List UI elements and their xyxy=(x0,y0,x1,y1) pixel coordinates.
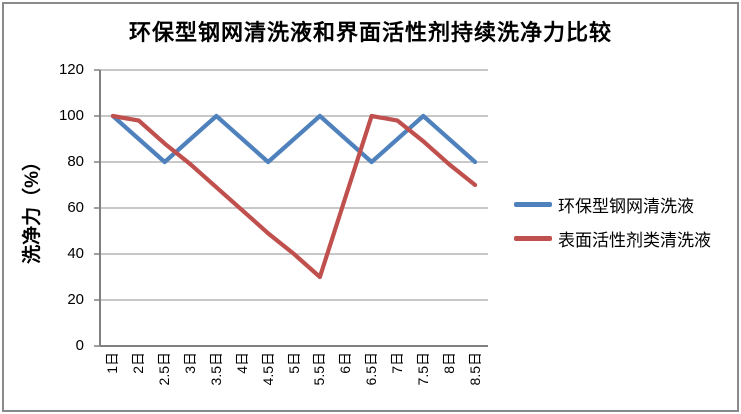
x-tick-label-11: 6.5日 xyxy=(363,352,380,386)
x-tick-label-8: 5日 xyxy=(285,352,302,374)
y-tick-label-120: 120 xyxy=(58,61,84,78)
chart-title: 环保型钢网清洗液和界面活性剂持续洗净力比较 xyxy=(128,20,612,45)
y-tick-label-0: 0 xyxy=(75,337,84,354)
x-tick-label-3: 2.5日 xyxy=(156,352,173,386)
x-tick-label-1: 1日 xyxy=(104,352,121,374)
legend-line-swatch xyxy=(514,235,552,241)
y-tick-label-100: 100 xyxy=(58,107,84,124)
x-tick-label-7: 4.5日 xyxy=(259,352,276,386)
legend-line-swatch xyxy=(514,201,552,207)
x-tick-label-13: 7.5日 xyxy=(414,352,431,386)
legend-item-2: 表面活性剂类清洗液 xyxy=(514,229,711,250)
x-tick-label-5: 3.5日 xyxy=(207,352,224,386)
y-tick-label-20: 20 xyxy=(67,291,84,308)
legend-label: 表面活性剂类清洗液 xyxy=(558,230,711,250)
series-line-2 xyxy=(110,113,478,280)
legend-item-1: 环保型钢网清洗液 xyxy=(514,195,711,216)
x-tick-label-10: 6日 xyxy=(337,352,354,374)
y-tick-label-40: 40 xyxy=(67,245,84,262)
legend-label: 环保型钢网清洗液 xyxy=(558,196,694,216)
x-tick-label-6: 4日 xyxy=(233,352,250,374)
x-tick-label-12: 7日 xyxy=(388,352,405,374)
x-tick-label-4: 3日 xyxy=(182,352,199,374)
legend: 环保型钢网清洗液 表面活性剂类清洗液 xyxy=(514,195,711,263)
y-tick-label-60: 60 xyxy=(67,199,84,216)
y-tick-label-80: 80 xyxy=(67,153,84,170)
x-tick-label-9: 5.5日 xyxy=(311,352,328,386)
series-line-1 xyxy=(110,113,478,165)
x-tick-label-15: 8.5日 xyxy=(466,352,483,386)
x-tick-label-14: 8日 xyxy=(440,352,457,374)
x-tick-label-2: 2日 xyxy=(130,352,147,374)
